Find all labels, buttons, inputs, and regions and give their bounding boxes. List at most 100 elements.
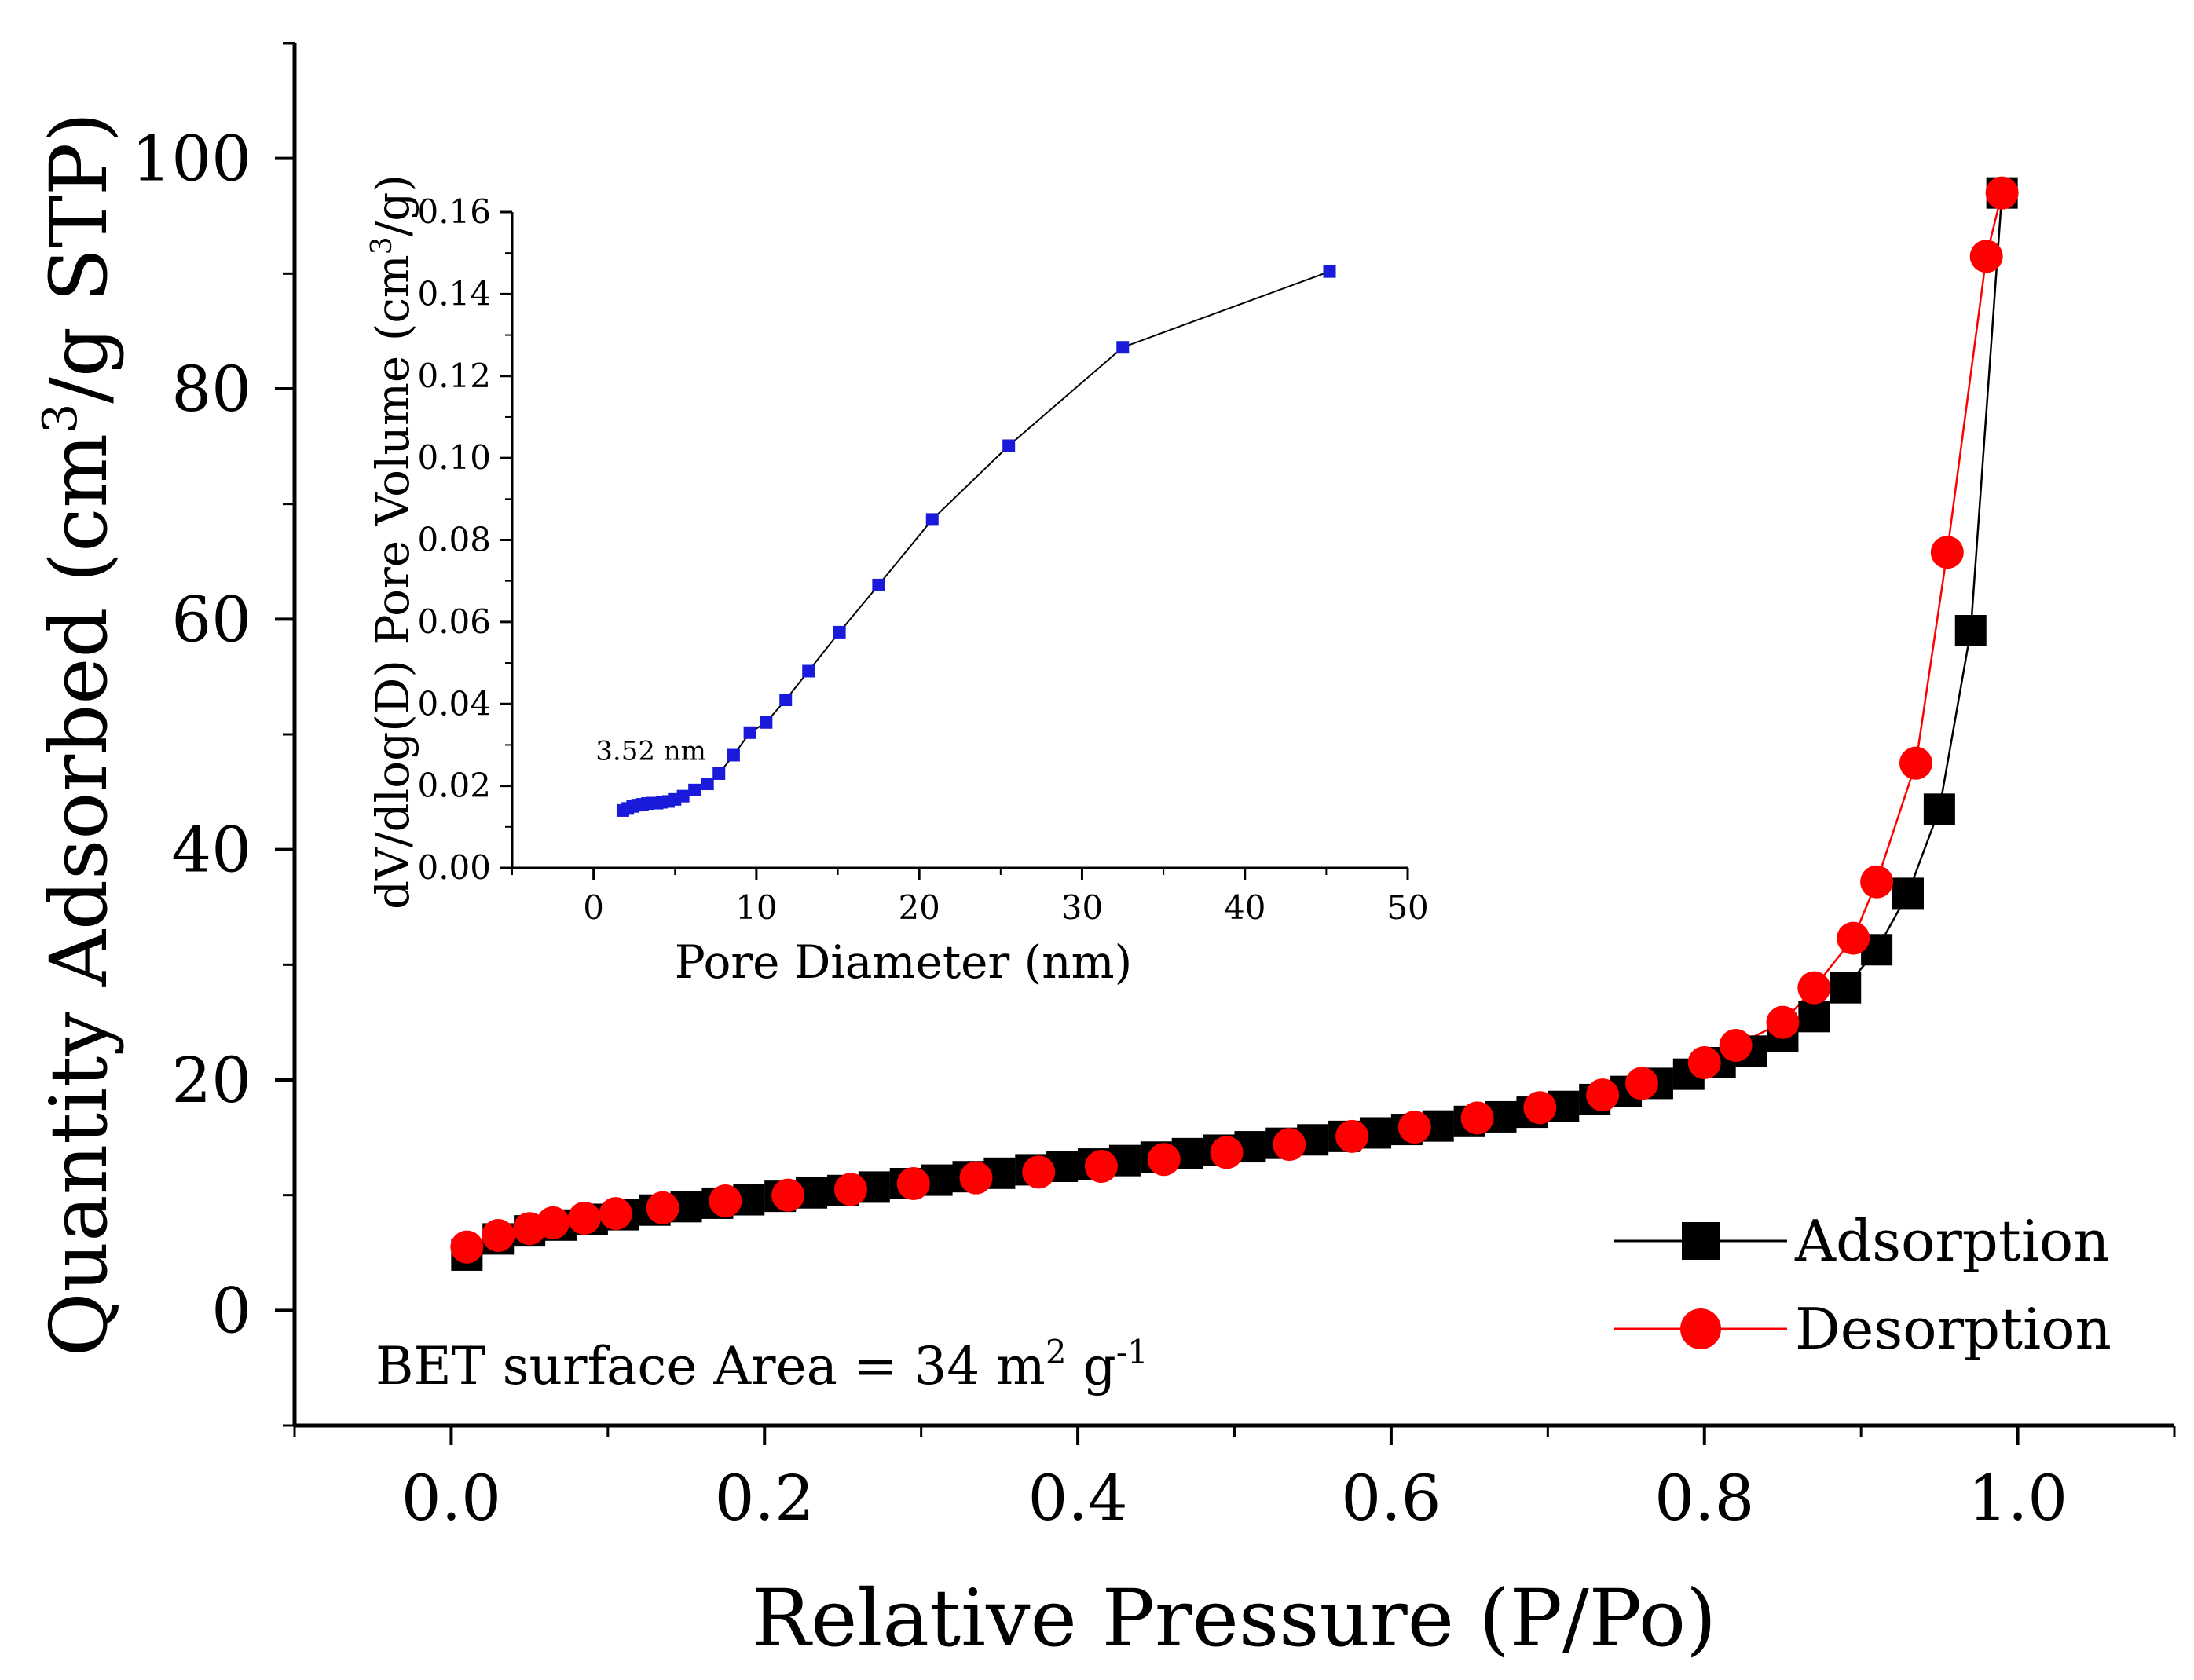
desorption-point [1797, 971, 1831, 1005]
inset-y-label-part-1: dV/dlog(D) Pore Volume (cm [366, 254, 419, 910]
inset-point [802, 664, 815, 678]
main-y-tick-label-1: 20 [171, 1044, 251, 1117]
desorption-point [1084, 1150, 1118, 1183]
desorption-point [646, 1191, 679, 1224]
inset-y-label-superscript: 3 [366, 236, 398, 254]
desorption-point [1210, 1136, 1244, 1169]
desorption-point [771, 1178, 805, 1212]
inset-x-tick-label-4: 40 [1224, 888, 1265, 927]
inset-y-tick-label-1: 0.02 [417, 767, 491, 805]
desorption-point [1860, 865, 1894, 899]
main-y-axis-label: Quantity Adsorbed (cm3/g STP) [33, 112, 125, 1357]
desorption-point [833, 1173, 867, 1206]
main-x-ticks: 0.0 0.2 0.4 0.6 0.8 1.0 [293, 1426, 2176, 1535]
main-y-tick-label-0: 0 [211, 1274, 251, 1347]
desorption-point [1586, 1078, 1620, 1112]
legend: Adsorption Desorption [1614, 1208, 2112, 1362]
main-y-label-part-1: Quantity Adsorbed (cm [33, 434, 125, 1356]
inset-point [701, 778, 714, 791]
legend-adsorption-label: Adsorption [1794, 1208, 2110, 1274]
inset-y-ticks: 0.00 0.02 0.04 0.06 0.08 0.10 0.12 0.14 0.16 [417, 192, 512, 887]
inset-point [727, 748, 740, 762]
main-isotherm-plot: 0.0 0.2 0.4 0.6 0.8 1.0 0 20 40 60 80 100 Relative… [33, 42, 2176, 1664]
inset-point [1002, 439, 1016, 452]
inset-x-axis-label: Pore Diameter (nm) [675, 935, 1132, 989]
inset-point [779, 694, 793, 707]
desorption-point [599, 1197, 632, 1231]
main-y-label-superscript: 3 [33, 404, 88, 434]
inset-series-markers [616, 265, 1336, 817]
inset-y-tick-label-6: 0.12 [417, 357, 491, 395]
desorption-point [959, 1161, 993, 1195]
adsorption-point [1892, 877, 1924, 910]
inset-point [1116, 341, 1130, 354]
desorption-point [1022, 1155, 1056, 1189]
main-x-axis-label: Relative Pressure (P/Po) [752, 1572, 1716, 1664]
main-y-tick-label-5: 100 [131, 123, 251, 196]
main-y-ticks: 0 20 40 60 80 100 [131, 42, 295, 1427]
legend-adsorption-marker [1682, 1222, 1720, 1260]
inset-point [1323, 265, 1336, 278]
inset-y-label-part-2: /g) [366, 174, 419, 236]
inset-point [760, 716, 773, 729]
bet-text-part-3: g [1067, 1336, 1116, 1396]
main-series-markers [450, 176, 2019, 1271]
desorption-point [1899, 746, 1932, 780]
desorption-point [1719, 1029, 1753, 1062]
desorption-point [896, 1167, 930, 1200]
inset-point [743, 726, 756, 739]
main-x-tick-label-3: 0.6 [1341, 1462, 1441, 1535]
adsorption-point [1923, 793, 1955, 825]
desorption-point [1523, 1091, 1557, 1125]
desorption-point [1147, 1143, 1181, 1177]
desorption-point [567, 1202, 601, 1235]
desorption-point [482, 1219, 515, 1252]
desorption-point [1624, 1067, 1658, 1100]
desorption-point [1687, 1046, 1721, 1079]
desorption-point [537, 1206, 570, 1239]
bet-superscript-2: 2 [1046, 1333, 1067, 1371]
legend-item-desorption: Desorption [1614, 1296, 2112, 1362]
inset-x-tick-label-2: 20 [898, 888, 940, 927]
main-x-tick-label-2: 0.4 [1027, 1462, 1127, 1535]
desorption-point [1460, 1101, 1494, 1135]
adsorption-point [1798, 1001, 1830, 1033]
inset-y-tick-label-5: 0.10 [417, 438, 491, 477]
inset-x-tick-label-5: 50 [1386, 888, 1428, 927]
inset-y-tick-label-2: 0.04 [417, 684, 491, 723]
main-x-tick-label-5: 1.0 [1968, 1462, 2068, 1535]
inset-peak-annotation: 3.52 nm [595, 736, 706, 767]
inset-pore-size-plot: 0 10 20 30 40 50 0.00 0.02 0.04 0.06 0.08 0.10 0.12… [366, 174, 1429, 989]
inset-x-ticks: 0 10 20 30 40 50 [511, 868, 1429, 927]
inset-point [925, 513, 939, 526]
desorption-point [1837, 921, 1870, 955]
main-y-tick-label-3: 60 [171, 583, 251, 656]
adsorption-point [1830, 972, 1862, 1004]
inset-y-tick-label-3: 0.06 [417, 602, 491, 641]
adsorption-point [1954, 615, 1987, 646]
main-x-tick-label-0: 0.0 [401, 1462, 501, 1535]
main-x-tick-label-1: 0.2 [715, 1462, 815, 1535]
main-x-tick-label-4: 0.8 [1654, 1462, 1754, 1535]
inset-y-tick-label-4: 0.08 [417, 521, 491, 559]
desorption-point [450, 1230, 484, 1264]
inset-point [712, 767, 726, 780]
desorption-point [709, 1184, 742, 1217]
legend-item-adsorption: Adsorption [1614, 1208, 2110, 1274]
main-y-tick-label-2: 40 [171, 814, 251, 887]
main-y-tick-label-4: 80 [171, 353, 251, 426]
desorption-point [1985, 176, 2019, 210]
desorption-point [1969, 240, 2003, 273]
inset-point [872, 578, 885, 591]
desorption-point [1766, 1005, 1800, 1039]
inset-point [676, 789, 690, 803]
inset-x-tick-label-3: 30 [1061, 888, 1103, 927]
desorption-point [1335, 1119, 1369, 1153]
desorption-point [1397, 1111, 1431, 1144]
bet-superscript-minus-1: -1 [1116, 1333, 1148, 1371]
bet-surface-area-annotation: BET surface Area = 34 m2 g-1 [375, 1333, 1148, 1396]
bet-text-part-1: BET surface Area = 34 m [375, 1336, 1046, 1396]
main-y-label-part-2: /g STP) [33, 112, 125, 404]
